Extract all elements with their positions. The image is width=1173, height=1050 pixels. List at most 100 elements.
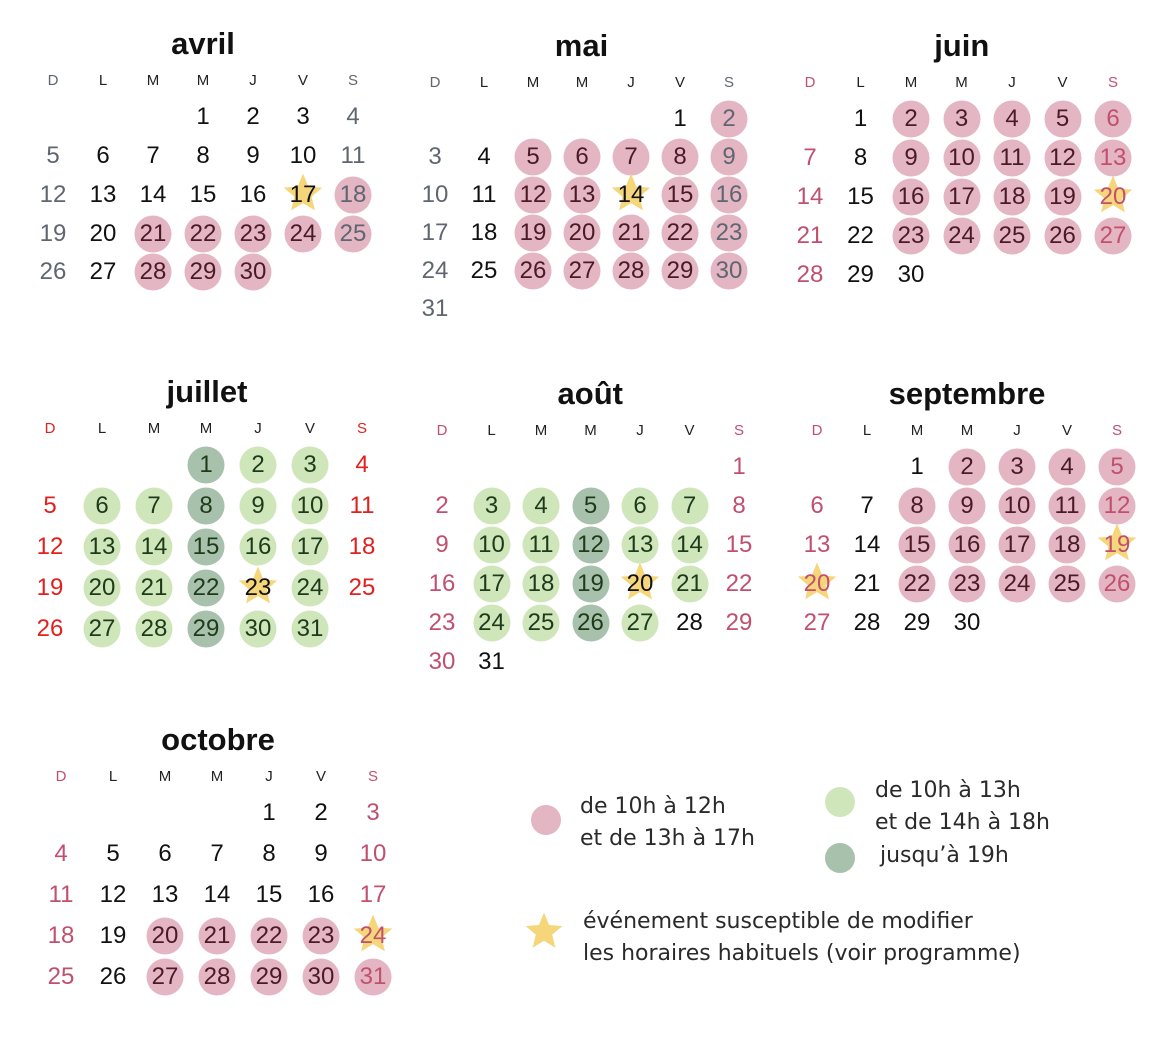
day-number: 26 <box>36 615 64 642</box>
day-number: 18 <box>339 181 367 208</box>
day-cell: 18 <box>459 216 509 250</box>
day-number: 28 <box>203 963 231 990</box>
day-number: 28 <box>853 609 881 636</box>
day-number: 10 <box>289 142 317 169</box>
day-number: 6 <box>1106 105 1120 132</box>
day-cell: 3 <box>278 100 328 134</box>
day-cell: 16 <box>417 567 467 601</box>
day-cell: 30 <box>233 610 283 648</box>
day-cell: 21 <box>606 214 656 252</box>
pink-circle-icon <box>948 487 986 525</box>
day-number: 9 <box>435 531 449 558</box>
day-number: 13 <box>626 531 654 558</box>
day-cell: 10 <box>937 139 987 177</box>
day-number: 16 <box>244 533 272 560</box>
weekday-header: M <box>210 768 224 785</box>
day-number: 3 <box>1010 453 1024 480</box>
day-number: 1 <box>673 105 687 132</box>
day-cell: 28 <box>128 253 178 291</box>
day-number: 24 <box>421 257 449 284</box>
day-cell: 22 <box>655 214 705 252</box>
day-number: 10 <box>359 840 387 867</box>
day-number: 19 <box>577 570 604 597</box>
day-number: 7 <box>210 840 224 867</box>
weekday-header: D <box>429 74 441 91</box>
weekday-header: D <box>436 422 448 439</box>
dark-circle-icon <box>187 569 225 607</box>
day-cell: 7 <box>842 489 892 523</box>
day-number: 29 <box>666 257 694 284</box>
pink-circle-icon <box>998 565 1036 603</box>
pink-circle-icon <box>334 215 372 252</box>
pink-circle-icon <box>892 100 930 138</box>
day-cell: 12 <box>1092 487 1142 525</box>
day-cell: 11 <box>36 878 86 912</box>
day-number: 8 <box>673 143 687 170</box>
green-circle-icon <box>135 487 173 525</box>
weekday-header: V <box>674 74 685 91</box>
day-cell: 24 <box>278 215 328 252</box>
day-cell: 9 <box>228 139 278 173</box>
day-number: 21 <box>139 219 167 247</box>
day-number: 10 <box>948 144 975 171</box>
day-number: 28 <box>796 261 824 288</box>
pink-circle-icon <box>514 138 552 176</box>
legend-green: de 10h à 13h et de 14h à 18h <box>875 775 1050 839</box>
day-cell: 13 <box>77 528 127 566</box>
day-number: 9 <box>251 492 265 519</box>
pink-circle-icon <box>943 217 980 255</box>
weekday-header: V <box>1061 422 1072 439</box>
day-cell: 3 <box>348 796 398 830</box>
day-cell: 2 <box>942 448 992 486</box>
pink-circle-icon <box>661 138 699 176</box>
day-number: 19 <box>36 574 64 601</box>
pink-circle-icon <box>134 215 172 252</box>
day-number: 10 <box>421 181 449 208</box>
day-number: 22 <box>725 570 753 597</box>
day-cell: 27 <box>77 610 127 648</box>
weekday-header: S <box>723 74 734 91</box>
day-cell: 23 <box>228 215 278 252</box>
day-cell: 22 <box>892 565 942 603</box>
day-number: 27 <box>1099 222 1127 249</box>
weekday-header: D <box>44 420 56 437</box>
green-circle-icon <box>239 528 277 566</box>
day-cell: 1 <box>714 450 764 484</box>
star-icon <box>353 914 393 952</box>
month-title: octobre <box>161 722 275 757</box>
pink-circle-icon <box>1048 565 1086 603</box>
pink-circle-icon <box>612 252 650 290</box>
day-number: 14 <box>140 533 168 560</box>
weekday-header: M <box>534 422 548 439</box>
weekday-header: S <box>347 72 358 89</box>
day-cell: 15 <box>714 528 764 562</box>
green-circle-icon <box>291 610 329 648</box>
weekday-header: M <box>584 422 597 439</box>
legend-pink: de 10h à 12h et de 13h à 17h <box>580 791 755 855</box>
day-number: 26 <box>39 258 67 285</box>
day-number: 15 <box>255 881 283 908</box>
day-number: 12 <box>1049 144 1076 171</box>
day-cell: 4 <box>1042 448 1092 486</box>
day-number: 14 <box>676 531 703 558</box>
day-number: 3 <box>954 105 969 132</box>
day-number: 8 <box>199 492 213 519</box>
pink-circle-icon <box>710 100 748 138</box>
day-number: 7 <box>803 144 817 171</box>
day-cell: 21 <box>129 569 179 607</box>
day-cell: 1 <box>655 102 705 136</box>
day-number: 10 <box>478 531 505 558</box>
day-cell: 23 <box>417 606 467 640</box>
day-cell: 4 <box>987 100 1037 138</box>
day-cell: 21 <box>665 565 715 603</box>
day-number: 3 <box>296 103 310 130</box>
day-cell: 6 <box>78 139 128 173</box>
weekday-header: M <box>146 72 160 89</box>
day-number: 4 <box>477 143 491 170</box>
day-number: 2 <box>314 799 328 826</box>
day-cell: 6 <box>792 489 842 523</box>
weekday-header: M <box>575 74 589 91</box>
day-cell: 30 <box>296 958 346 996</box>
legend-star-line2: les horaires habituels (voir programme) <box>583 941 1021 966</box>
day-cell: 14 <box>606 173 656 212</box>
